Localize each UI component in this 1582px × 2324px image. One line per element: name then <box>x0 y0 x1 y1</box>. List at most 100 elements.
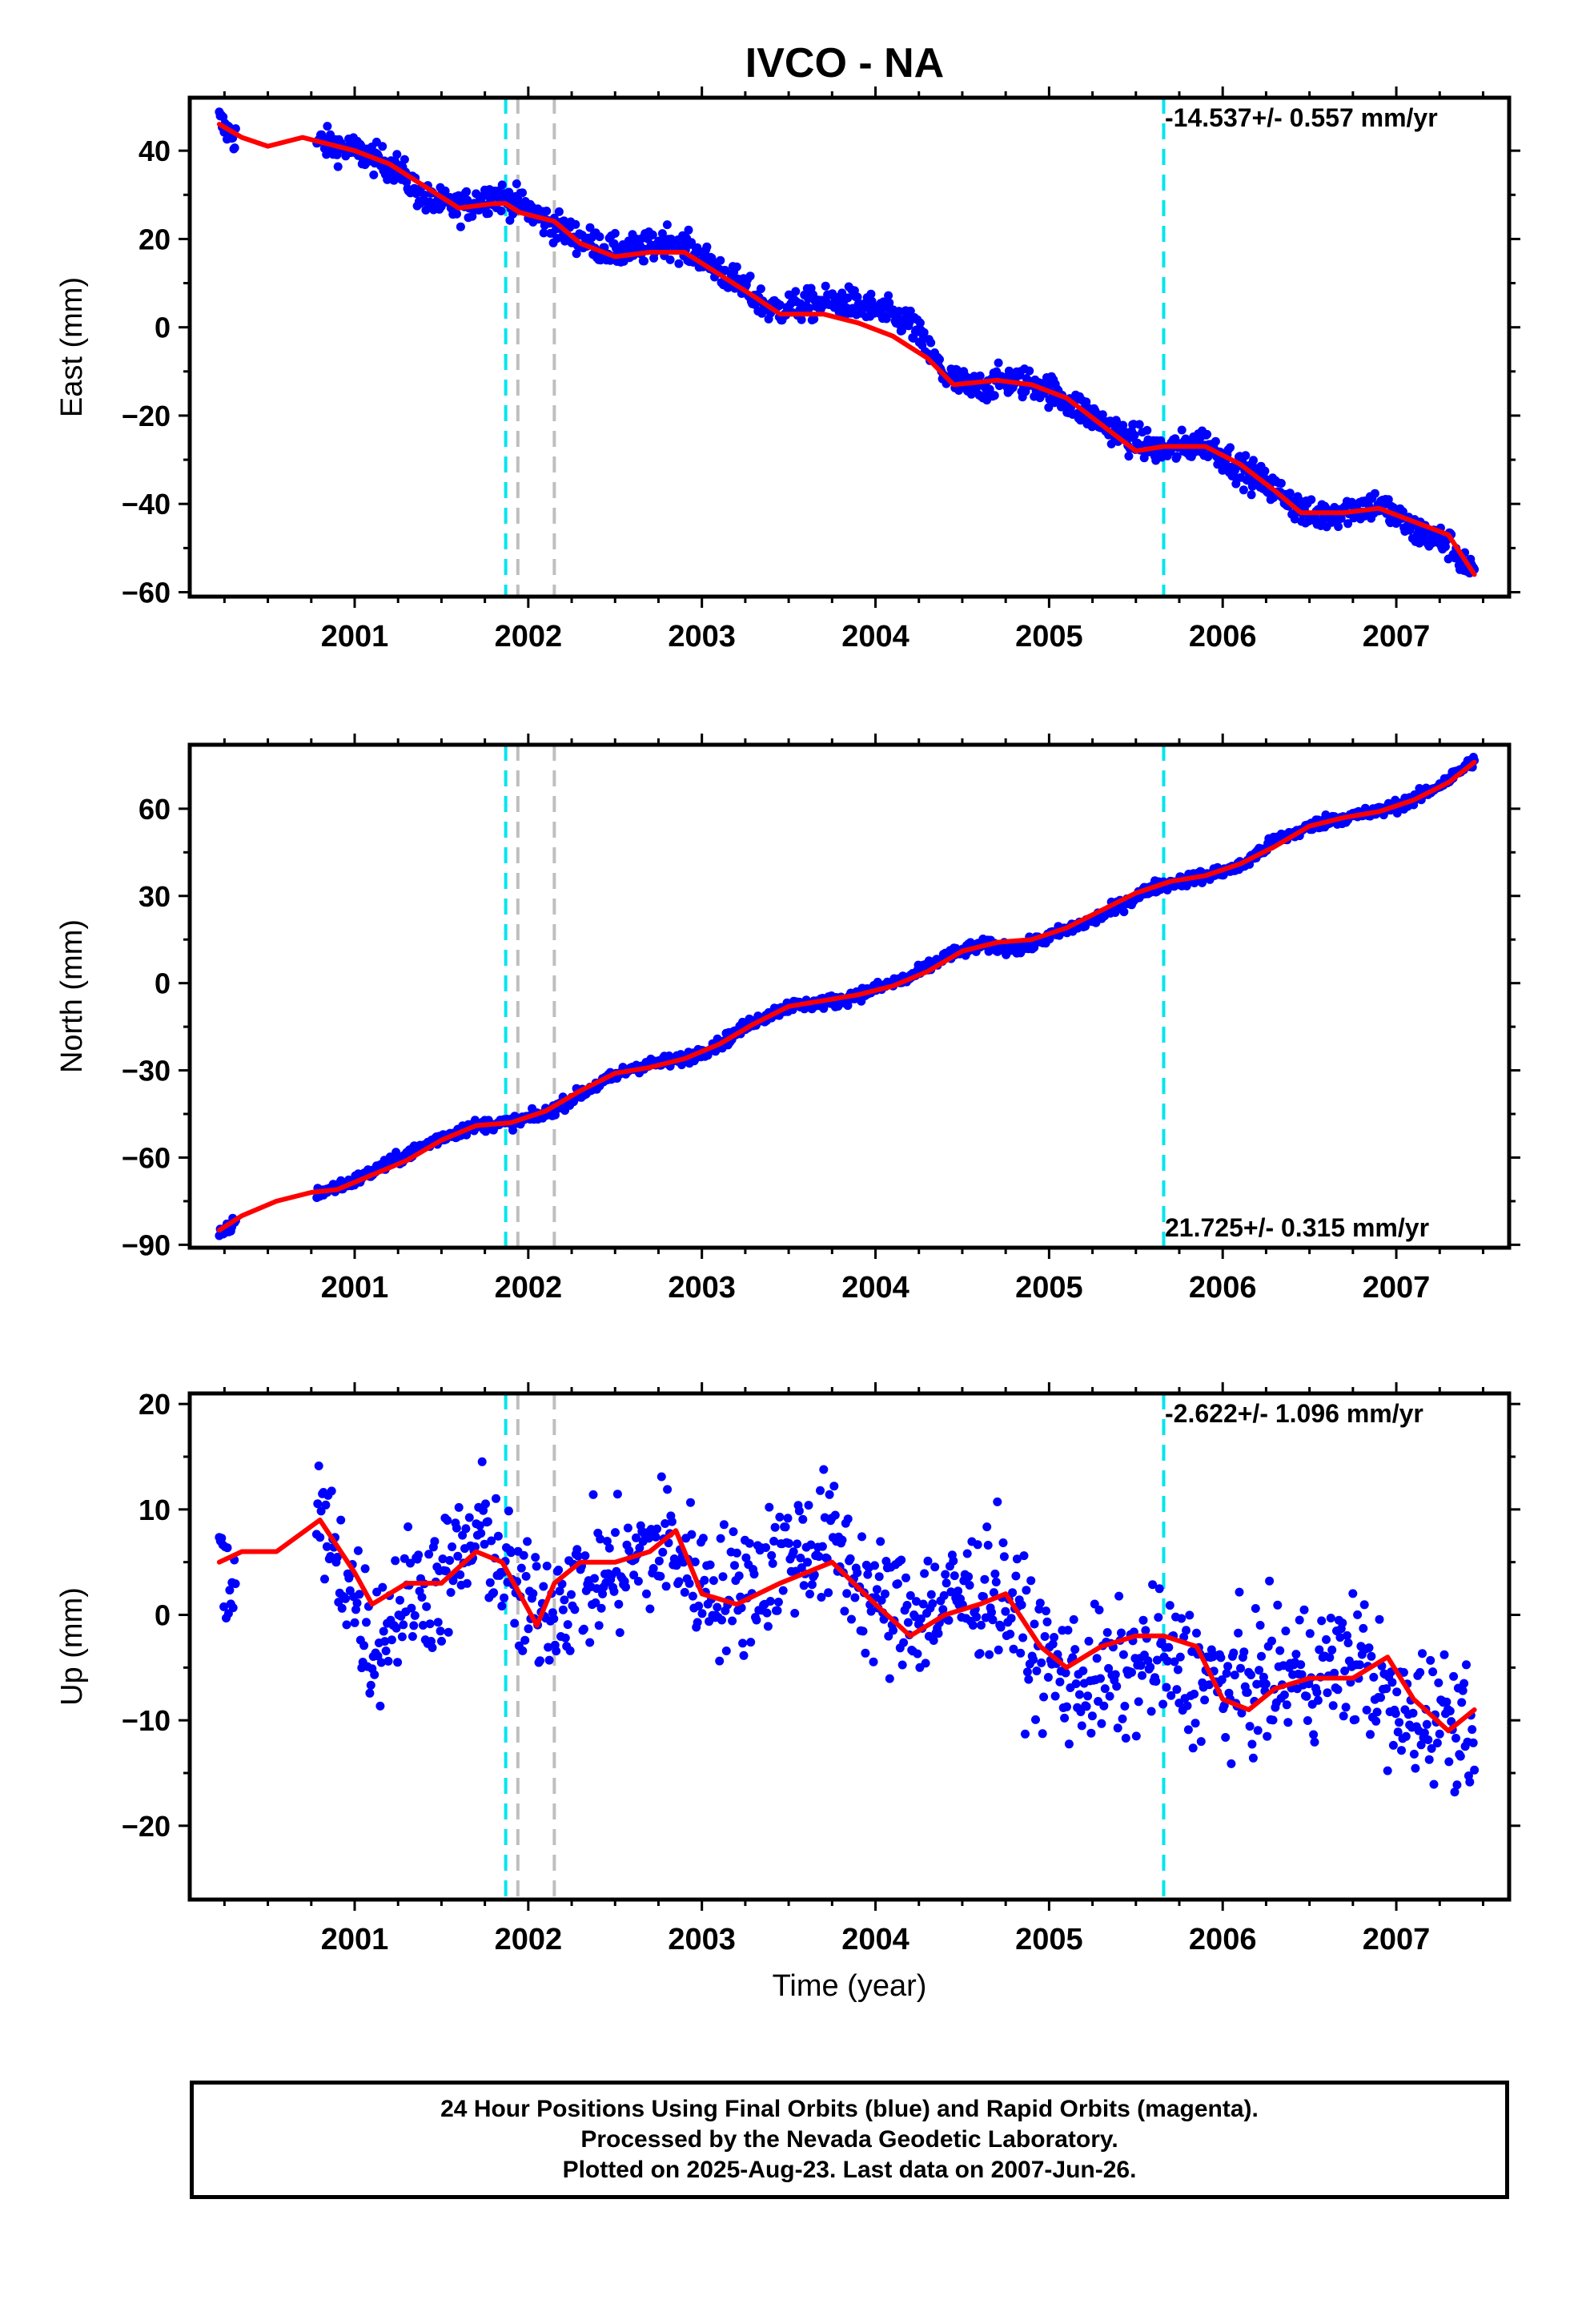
data-point <box>611 229 620 238</box>
data-point <box>685 1579 694 1588</box>
data-point <box>1392 1687 1401 1696</box>
data-point <box>1470 1766 1479 1775</box>
y-axis-label: East (mm) <box>55 277 89 417</box>
data-point <box>1026 1576 1035 1585</box>
data-point <box>1348 1589 1357 1598</box>
data-point <box>1119 1651 1128 1659</box>
data-point <box>492 1494 500 1503</box>
data-point <box>847 1615 856 1624</box>
data-point <box>462 187 471 196</box>
data-point <box>1418 1649 1427 1658</box>
data-point <box>1397 1746 1406 1755</box>
data-point <box>829 1482 838 1490</box>
data-point <box>926 339 935 348</box>
data-point <box>555 207 564 216</box>
data-point <box>924 1557 933 1566</box>
data-point <box>528 1589 537 1598</box>
data-point <box>561 1634 570 1642</box>
data-point <box>774 1598 783 1606</box>
data-point <box>1095 1606 1104 1614</box>
data-point <box>338 1604 347 1613</box>
data-point <box>1162 1683 1170 1692</box>
data-point <box>1111 1671 1120 1679</box>
data-point <box>611 1528 620 1537</box>
data-point <box>1072 1679 1081 1688</box>
data-point <box>1246 1722 1255 1731</box>
x-tick-label: 2001 <box>321 620 389 653</box>
data-point <box>1446 1707 1455 1715</box>
data-point <box>399 1620 408 1629</box>
data-point <box>428 1643 437 1652</box>
data-point <box>1117 1629 1126 1638</box>
data-point <box>1243 1688 1252 1697</box>
data-point <box>1260 467 1269 476</box>
data-point <box>369 171 378 179</box>
data-point <box>1114 1592 1123 1601</box>
data-point <box>1344 1638 1353 1647</box>
data-point <box>1249 1754 1258 1763</box>
data-point <box>1375 1615 1384 1624</box>
data-point <box>1286 489 1295 497</box>
data-point <box>1075 1691 1084 1699</box>
y-tick-label: −60 <box>122 576 171 609</box>
data-point <box>1247 1671 1255 1679</box>
data-point <box>320 1574 329 1583</box>
data-point <box>542 207 551 215</box>
data-point <box>549 1614 558 1623</box>
data-point <box>893 1579 902 1588</box>
data-point <box>857 1532 866 1541</box>
x-tick-label: 2002 <box>495 1923 563 1956</box>
data-point <box>885 1675 894 1683</box>
data-point <box>343 1620 351 1629</box>
data-point <box>367 1681 375 1690</box>
data-point <box>1226 443 1235 452</box>
data-point <box>1307 495 1315 504</box>
data-point <box>351 1618 359 1627</box>
data-point <box>1280 1691 1289 1699</box>
data-point <box>897 1556 905 1565</box>
data-point <box>972 1613 981 1622</box>
data-point <box>773 1606 782 1615</box>
data-point <box>1025 367 1034 376</box>
data-point <box>920 1569 929 1578</box>
data-point <box>1283 1700 1291 1709</box>
data-point <box>645 1605 654 1614</box>
data-point <box>1363 1706 1371 1715</box>
data-point <box>750 1570 759 1578</box>
data-point <box>452 210 461 219</box>
data-point <box>443 1516 452 1525</box>
data-point <box>554 1566 563 1574</box>
data-point <box>1197 1737 1206 1746</box>
data-point <box>687 1530 696 1539</box>
data-point <box>481 1499 490 1508</box>
data-point <box>1435 1730 1444 1739</box>
data-point <box>518 1647 527 1655</box>
data-point <box>992 1578 1001 1586</box>
data-point <box>779 1586 788 1595</box>
data-point <box>954 1586 962 1595</box>
data-point <box>722 1647 731 1655</box>
data-point <box>1141 1626 1150 1634</box>
data-point <box>1097 1719 1106 1728</box>
data-point <box>976 372 985 380</box>
x-tick-label: 2001 <box>321 1923 389 1956</box>
data-point <box>1444 1757 1453 1766</box>
data-point <box>327 1486 336 1495</box>
data-point <box>1300 1606 1309 1614</box>
data-point <box>567 1590 576 1599</box>
data-point <box>1155 1584 1164 1593</box>
data-point <box>1146 1663 1154 1671</box>
data-point <box>589 1490 598 1499</box>
data-point <box>1239 485 1248 494</box>
data-point <box>1078 1667 1087 1675</box>
data-point <box>987 1608 996 1617</box>
x-ticks: 2001 2002 2003 2004 2005 2006 2007 <box>224 1382 1483 1956</box>
data-point <box>414 1550 423 1559</box>
data-point <box>610 1587 619 1596</box>
data-point <box>448 1542 456 1551</box>
data-point <box>1265 1577 1274 1586</box>
data-point <box>824 1588 833 1597</box>
data-point <box>1306 1629 1315 1638</box>
data-point <box>746 1638 755 1647</box>
data-point <box>1088 1711 1097 1720</box>
